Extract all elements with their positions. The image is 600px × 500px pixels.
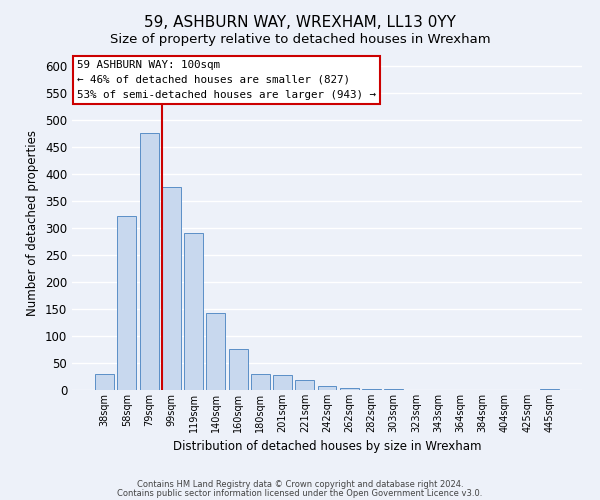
Bar [162, 188, 181, 390]
Text: 59, ASHBURN WAY, WREXHAM, LL13 0YY: 59, ASHBURN WAY, WREXHAM, LL13 0YY [144, 15, 456, 30]
Bar [340, 388, 359, 390]
Bar [295, 380, 314, 390]
Text: Contains public sector information licensed under the Open Government Licence v3: Contains public sector information licen… [118, 488, 482, 498]
Text: Size of property relative to detached houses in Wrexham: Size of property relative to detached ho… [110, 32, 490, 46]
Bar [317, 386, 337, 390]
Text: Contains HM Land Registry data © Crown copyright and database right 2024.: Contains HM Land Registry data © Crown c… [137, 480, 463, 489]
Bar [95, 374, 114, 390]
Y-axis label: Number of detached properties: Number of detached properties [26, 130, 40, 316]
Text: 59 ASHBURN WAY: 100sqm
← 46% of detached houses are smaller (827)
53% of semi-de: 59 ASHBURN WAY: 100sqm ← 46% of detached… [77, 60, 376, 100]
Bar [140, 134, 158, 390]
Bar [184, 234, 203, 390]
Bar [118, 216, 136, 390]
X-axis label: Distribution of detached houses by size in Wrexham: Distribution of detached houses by size … [173, 440, 481, 454]
Bar [206, 312, 225, 390]
Bar [540, 389, 559, 390]
Bar [273, 375, 292, 390]
Bar [251, 374, 270, 390]
Bar [229, 350, 248, 390]
